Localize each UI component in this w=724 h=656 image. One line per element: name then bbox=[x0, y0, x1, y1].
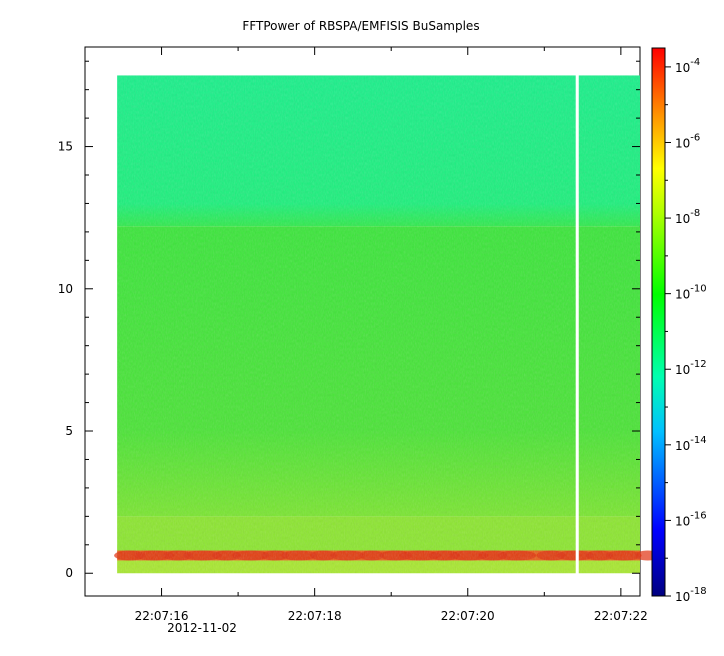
y-tick-label: 5 bbox=[65, 424, 73, 438]
y-tick-label: 0 bbox=[65, 566, 73, 580]
noise-overlay bbox=[117, 75, 640, 574]
x-tick-label: 22:07:16 bbox=[135, 609, 189, 623]
colorbar: 10-4 10-6 10-8 10-10 10-12 10-14 10-16 10-18 bbox=[651, 47, 707, 604]
colorbar-tick-label: 10-4 bbox=[675, 57, 700, 75]
colorbar-tick-label: 10-12 bbox=[675, 359, 707, 377]
colorbar-tick-label: 10-6 bbox=[675, 132, 700, 150]
colorbar-tick-label: 10-8 bbox=[675, 208, 700, 226]
colorbar-tick-label: 10-16 bbox=[675, 510, 707, 528]
data-gap bbox=[575, 74, 579, 575]
x-tick-label: 22:07:22 bbox=[594, 609, 648, 623]
x-tick-label: 22:07:20 bbox=[441, 609, 495, 623]
x-date-label: 2012-11-02 bbox=[167, 621, 237, 635]
plot-area bbox=[84, 46, 661, 597]
colorbar-gradient bbox=[651, 47, 666, 597]
y-tick-label: 15 bbox=[58, 140, 73, 154]
x-axis: 22:07:16 22:07:18 22:07:20 22:07:22 bbox=[84, 47, 648, 623]
colorbar-tick-label: 10-14 bbox=[675, 435, 707, 453]
gap-strip bbox=[575, 74, 579, 575]
chart-title: FFTPower of RBSPA/EMFISIS BuSamples bbox=[242, 19, 479, 33]
colorbar-ticks: 10-4 10-6 10-8 10-10 10-12 10-14 10-16 10-18 bbox=[665, 57, 707, 604]
colorbar-tick-label: 10-18 bbox=[675, 586, 707, 604]
y-tick-label: 10 bbox=[58, 282, 73, 296]
x-tick-label: 22:07:18 bbox=[288, 609, 342, 623]
colorbar-tick-label: 10-10 bbox=[675, 284, 707, 302]
y-axis: 0 5 10 15 bbox=[58, 60, 640, 580]
